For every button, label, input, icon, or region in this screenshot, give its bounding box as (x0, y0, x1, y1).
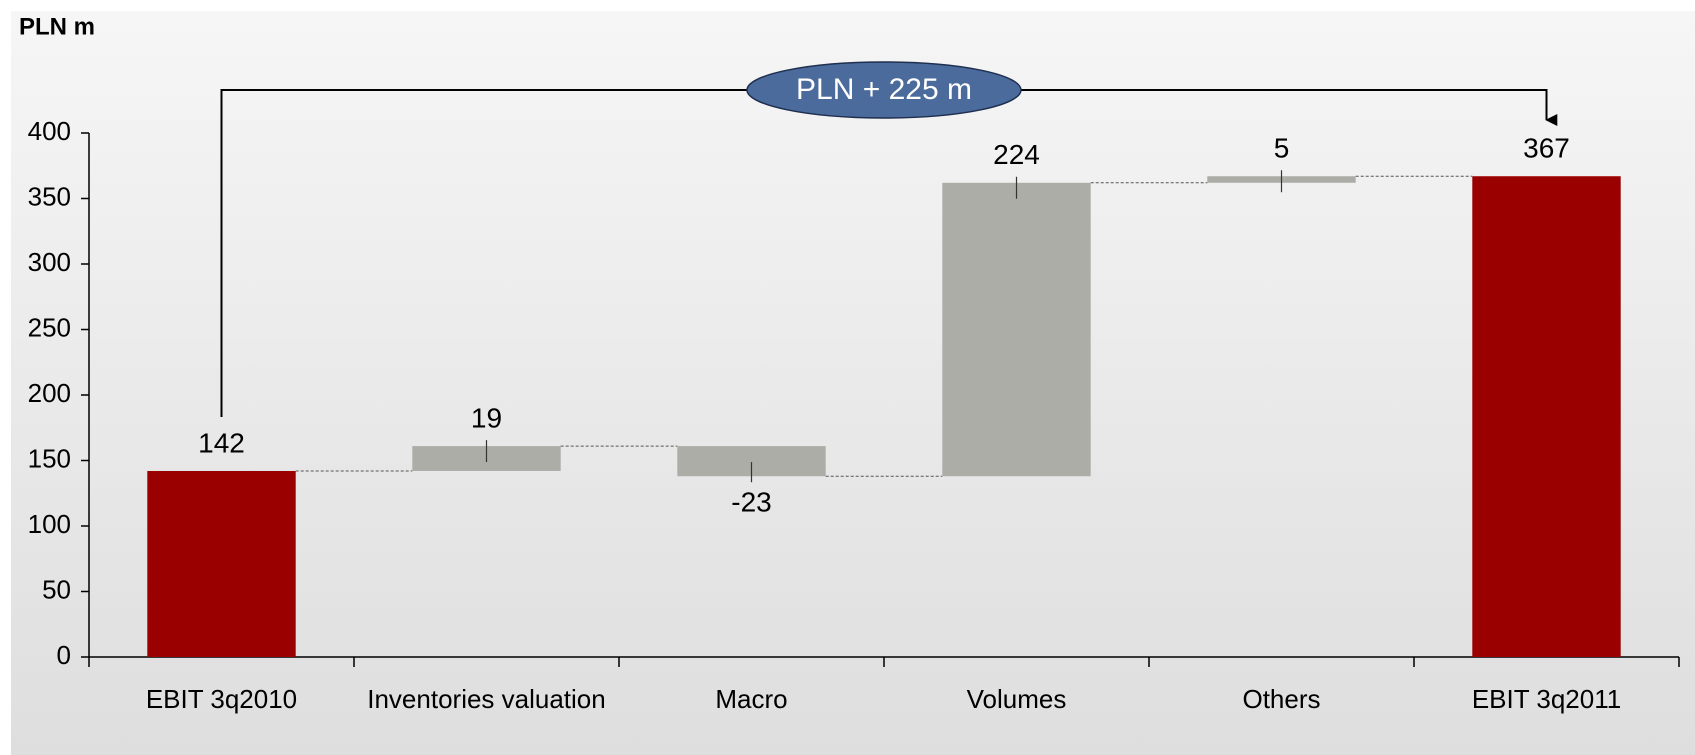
y-tick-label: 50 (42, 574, 71, 604)
bar (1472, 176, 1621, 658)
x-tick-label: EBIT 3q2010 (146, 684, 297, 714)
data-label: 224 (993, 139, 1040, 170)
bar (942, 182, 1091, 477)
y-tick-label: 0 (57, 640, 71, 670)
data-label: 5 (1274, 133, 1290, 164)
y-tick-label: 200 (28, 378, 71, 408)
x-tick-label: Inventories valuation (367, 684, 605, 714)
x-tick-label: Volumes (967, 684, 1067, 714)
data-label: 367 (1523, 133, 1570, 164)
annotation-bubble (746, 61, 1022, 119)
data-label: -23 (731, 487, 771, 518)
y-tick-label: 350 (28, 181, 71, 211)
y-axis-label: PLN m (19, 13, 95, 40)
annotation: PLN + 225 m (796, 73, 972, 106)
y-tick-label: 250 (28, 312, 71, 342)
data-label: 19 (471, 402, 502, 433)
data-label: 142 (198, 427, 245, 458)
x-tick-label: Others (1242, 684, 1320, 714)
x-tick-label: EBIT 3q2011 (1472, 684, 1621, 714)
y-tick-label: 100 (28, 509, 71, 539)
y-tick-label: 300 (28, 247, 71, 277)
x-tick-label: Macro (715, 684, 787, 714)
bar (147, 470, 296, 657)
y-tick-label: 400 (28, 116, 71, 146)
y-tick-label: 150 (28, 443, 71, 473)
